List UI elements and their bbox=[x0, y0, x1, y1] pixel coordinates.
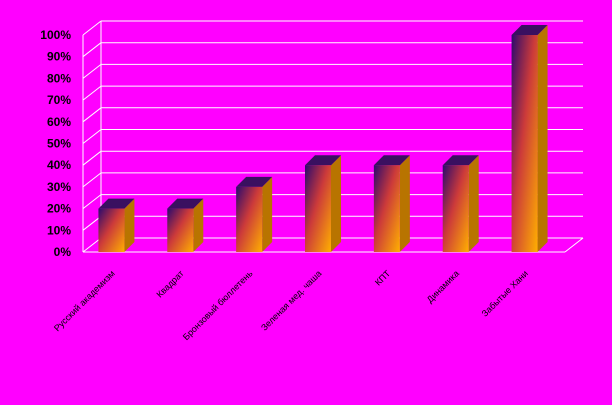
bar bbox=[167, 198, 204, 252]
gridline-depth bbox=[82, 150, 102, 166]
x-tick-label: Зеленая мед. чаша bbox=[259, 268, 323, 332]
bars bbox=[98, 25, 548, 252]
bar-top bbox=[236, 176, 273, 187]
bar-front bbox=[305, 165, 331, 252]
gridline-depth bbox=[82, 64, 102, 79]
x-tick-label: Квадрат bbox=[154, 268, 185, 299]
bar-front bbox=[167, 208, 194, 252]
bar-front bbox=[373, 165, 400, 252]
bar-side bbox=[399, 155, 410, 252]
bar-top bbox=[373, 155, 410, 166]
y-tick-label: 10% bbox=[47, 223, 71, 237]
y-tick-label: 80% bbox=[47, 71, 71, 85]
bar-front bbox=[511, 35, 538, 252]
gridline-depth bbox=[82, 20, 102, 36]
bar-top bbox=[98, 198, 135, 209]
x-tick-label: Русский академизм bbox=[52, 268, 117, 333]
bar-front bbox=[236, 186, 263, 252]
bar-front bbox=[442, 165, 469, 252]
y-tick-label: 40% bbox=[47, 158, 71, 172]
x-tick-label: Забытые Хани bbox=[480, 268, 530, 318]
bar-side bbox=[537, 25, 548, 252]
y-tick-label: 100% bbox=[40, 28, 71, 42]
bar-side bbox=[193, 198, 204, 252]
gridline-depth bbox=[82, 172, 102, 188]
y-tick-label: 70% bbox=[47, 93, 71, 107]
bar bbox=[442, 155, 479, 252]
bar-top bbox=[442, 155, 479, 166]
bar-side bbox=[468, 155, 479, 252]
y-tick-label: 0% bbox=[54, 245, 72, 259]
y-tick-label: 50% bbox=[47, 137, 71, 151]
bar bbox=[511, 25, 548, 252]
y-tick-label: 90% bbox=[47, 50, 71, 64]
gridline-depth bbox=[82, 215, 102, 231]
gridline-depth bbox=[82, 194, 102, 209]
gridline-depth bbox=[82, 237, 102, 253]
bar-top bbox=[167, 198, 204, 209]
floor-right-edge bbox=[564, 237, 584, 253]
bar-side bbox=[331, 155, 341, 252]
y-tick-label: 20% bbox=[47, 202, 71, 216]
gridline-depth bbox=[82, 129, 102, 144]
bar bbox=[305, 155, 341, 252]
bar bbox=[236, 176, 273, 252]
bar-top bbox=[511, 25, 548, 35]
x-tick-label: КПТ bbox=[373, 268, 393, 288]
y-tick-label: 30% bbox=[47, 180, 71, 194]
bar-side bbox=[262, 176, 273, 252]
bar-front bbox=[98, 208, 125, 252]
x-tick-label: Динамика bbox=[425, 268, 461, 304]
x-tick-label: Бронзовый бюллетень bbox=[181, 268, 255, 342]
bar bbox=[98, 198, 135, 252]
gridline-depth bbox=[82, 107, 102, 123]
y-tick-label: 60% bbox=[47, 115, 71, 129]
bar-top bbox=[305, 155, 341, 166]
bar bbox=[373, 155, 410, 252]
bar-side bbox=[124, 198, 135, 252]
y-axis: 0% 10% 20% 30% 40% 50% 60% 70% 80% 90% 100% bbox=[40, 28, 71, 259]
gridline-depth bbox=[82, 42, 102, 58]
gridline-depth bbox=[82, 85, 102, 101]
